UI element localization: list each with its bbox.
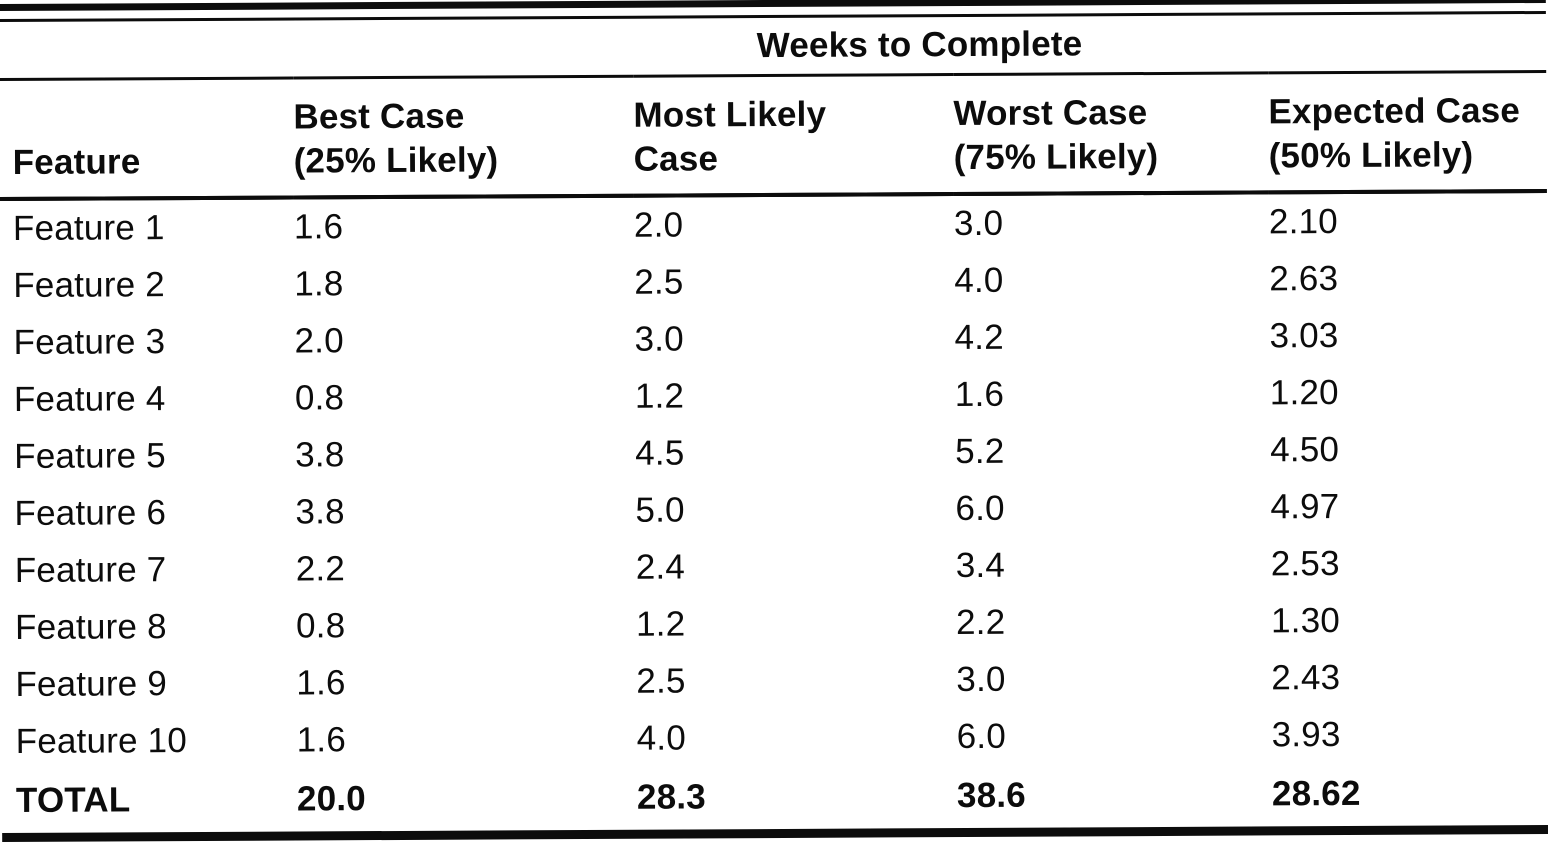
feature-cell: Feature 1 [12,208,165,248]
worst-case-cell: 6.0 [956,716,1007,757]
total-row: TOTAL 20.0 28.3 38.6 28.62 [2,762,1548,830]
expected-case-cell: 2.43 [1271,658,1341,698]
table-row: Feature 6 3.8 5.0 6.0 4.97 [0,477,1548,542]
expected-case-cell: 4.50 [1270,430,1340,470]
column-header-most-likely: Most Likely Case [633,74,954,196]
worst-case-cell: 3.0 [956,659,1006,700]
feature-cell: Feature 8 [14,607,167,647]
column-header-feature: Feature [0,78,294,199]
best-case-cell: 0.8 [295,606,346,646]
most-likely-cell: 3.0 [634,319,684,359]
feature-cell: Feature 5 [14,436,166,476]
table-row: Feature 10 1.6 4.0 6.0 3.93 [2,705,1548,770]
feature-cell: Feature 3 [13,322,166,362]
best-case-cell: 2.2 [295,549,346,589]
best-case-cell: 1.6 [296,663,346,703]
worst-case-cell: 2.2 [955,602,1006,643]
column-header-expected-case: Expected Case (50% Likely) [1268,71,1547,192]
total-expected-case-cell: 28.62 [1271,773,1361,813]
expected-case-cell: 2.10 [1268,202,1338,242]
table-row: Feature 7 2.2 2.4 3.4 2.53 [1,534,1548,599]
table-row: Feature 3 2.0 3.0 4.2 3.03 [0,306,1548,371]
feature-cell: Feature 2 [13,265,166,305]
feature-cell: Feature 4 [13,379,166,419]
feature-cell: Feature 10 [15,721,188,761]
column-header-worst-case: Worst Case (75% Likely) [953,72,1269,194]
most-likely-cell: 2.5 [634,262,684,302]
best-case-cell: 3.8 [295,492,345,532]
worst-case-cell: 3.0 [953,203,1004,244]
total-best-case-cell: 20.0 [296,778,367,819]
expected-case-cell: 1.30 [1270,601,1341,641]
table-body: Feature 1 1.6 2.0 3.0 2.10 Feature 2 1.8… [0,190,1548,830]
blank-header-cell [0,20,294,80]
table-title: Weeks to Complete [292,13,1547,79]
worst-case-cell: 6.0 [955,488,1005,529]
weeks-to-complete-table: Weeks to Complete Feature Best Case (25%… [0,13,1548,831]
table-row: Feature 4 0.8 1.2 1.6 1.20 [0,363,1548,428]
most-likely-cell: 2.0 [633,205,684,245]
expected-case-cell: 4.97 [1270,487,1340,527]
worst-case-cell: 3.4 [955,545,1006,586]
table-row: Feature 2 1.8 2.5 4.0 2.63 [0,249,1547,314]
expected-case-cell: 3.93 [1271,715,1341,755]
table-row: Feature 9 1.6 2.5 3.0 2.43 [1,648,1548,713]
table-row: Feature 8 0.8 1.2 2.2 1.30 [1,591,1548,656]
most-likely-cell: 4.5 [635,433,685,473]
most-likely-cell: 1.2 [634,376,685,416]
most-likely-cell: 5.0 [635,490,685,530]
best-case-cell: 3.8 [295,435,345,475]
worst-case-cell: 4.2 [954,317,1004,358]
worst-case-cell: 1.6 [954,374,1005,415]
total-label-cell: TOTAL [15,779,131,820]
most-likely-cell: 4.0 [636,718,687,758]
feature-cell: Feature 9 [15,664,168,704]
column-header-best-case: Best Case (25% Likely) [293,76,634,198]
feature-cell: Feature 7 [14,550,167,590]
worst-case-cell: 4.0 [954,260,1004,301]
expected-case-cell: 1.20 [1269,373,1339,413]
column-header-row: Feature Best Case (25% Likely) Most Like… [0,71,1547,199]
most-likely-cell: 2.4 [635,547,686,587]
most-likely-cell: 1.2 [635,604,686,644]
table-row: Feature 5 3.8 4.5 5.2 4.50 [0,420,1548,485]
expected-case-cell: 2.53 [1270,544,1340,584]
best-case-cell: 1.6 [293,207,344,247]
expected-case-cell: 3.03 [1269,316,1339,356]
total-worst-case-cell: 38.6 [956,775,1026,815]
most-likely-cell: 2.5 [636,661,686,701]
best-case-cell: 1.8 [294,264,344,304]
table-row: Feature 1 1.6 2.0 3.0 2.10 [0,190,1547,257]
feature-cell: Feature 6 [14,493,167,533]
best-case-cell: 0.8 [294,378,345,418]
top-heavy-rule [0,0,1546,12]
span-header-row: Weeks to Complete [0,13,1547,80]
total-most-likely-cell: 28.3 [636,776,707,817]
worst-case-cell: 5.2 [955,431,1005,472]
table-header: Weeks to Complete Feature Best Case (25%… [0,13,1547,199]
best-case-cell: 1.6 [296,720,347,760]
expected-case-cell: 2.63 [1269,259,1339,299]
best-case-cell: 2.0 [294,321,344,361]
